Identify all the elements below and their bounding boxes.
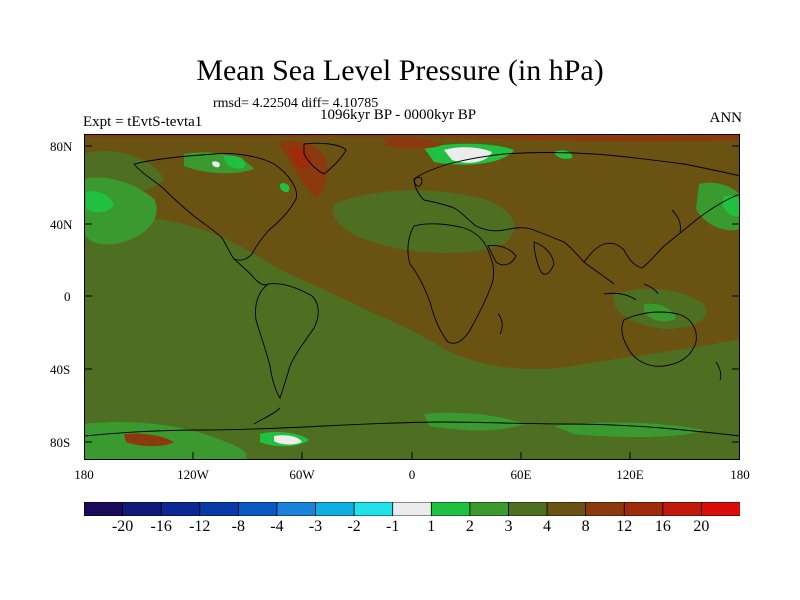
colorbar-swatch (430, 502, 471, 516)
lon-label: 120W (177, 467, 209, 482)
colorbar-swatch (585, 502, 626, 516)
colorbar-swatch (353, 502, 394, 516)
colorbar-label: -4 (270, 518, 284, 535)
colorbar-swatch (662, 502, 703, 516)
region-3-to-4 (84, 150, 740, 460)
stats-text: rmsd= 4.22504 diff= 4.10785 (213, 96, 379, 111)
colorbar-swatch (623, 502, 664, 516)
colorbar-swatch (122, 502, 163, 516)
colorbar-swatch (160, 502, 201, 516)
experiment-label: Expt = tEvtS-tevta1 (83, 114, 203, 130)
plot-title: Mean Sea Level Pressure (in hPa) (196, 54, 604, 87)
colorbar-swatch (199, 502, 240, 516)
lat-label: 80S (50, 435, 71, 450)
colorbar-label: -2 (347, 518, 361, 535)
lon-label: 180 (74, 467, 94, 482)
colorbar-label: 20 (693, 518, 710, 535)
colorbar-label: 2 (465, 518, 474, 535)
colorbar-label: 4 (543, 518, 552, 535)
season-label: ANN (709, 110, 743, 126)
lon-label: 60W (289, 467, 315, 482)
lat-label: 0 (64, 289, 71, 304)
lon-label: 120E (616, 467, 644, 482)
colorbar-label: -1 (386, 518, 400, 535)
colorbar-swatch (546, 502, 587, 516)
colorbar-label: -20 (111, 518, 134, 535)
lat-label: 80N (50, 139, 73, 154)
period-text: 1096kyr BP - 0000kyr BP (320, 107, 477, 123)
colorbar-swatch (276, 502, 317, 516)
region-8-to-12 (84, 134, 740, 447)
colorbar-label: 3 (504, 518, 513, 535)
map-ticks (84, 145, 740, 460)
colorbar-label: -12 (189, 518, 211, 535)
region-minus1-to-1 (212, 147, 492, 445)
lat-label: 40S (50, 362, 71, 377)
colorbar-label: 12 (616, 518, 633, 535)
colorbar-swatch (469, 502, 510, 516)
colorbar-swatch (84, 502, 124, 516)
colorbar-swatch (508, 502, 548, 516)
colorbar-label: 1 (427, 518, 436, 535)
colorbar-swatch (237, 502, 278, 516)
colorbar (84, 502, 740, 516)
colorbar-swatch (315, 502, 356, 516)
lat-label: 40N (50, 217, 73, 232)
pressure-map (84, 134, 740, 460)
colorbar-label: -3 (308, 518, 323, 535)
colorbar-swatch (392, 502, 433, 516)
lon-label: 0 (408, 467, 416, 482)
colorbar-swatch (701, 502, 740, 516)
colorbar-label: -8 (231, 518, 246, 535)
colorbar-label: -16 (150, 518, 172, 535)
coastlines (84, 142, 740, 437)
region-12-to-16 (289, 147, 312, 169)
lon-label: 60E (510, 467, 532, 482)
colorbar-label: 8 (581, 518, 590, 535)
lon-label: 180 (730, 467, 750, 482)
colorbar-label: 16 (654, 518, 671, 535)
